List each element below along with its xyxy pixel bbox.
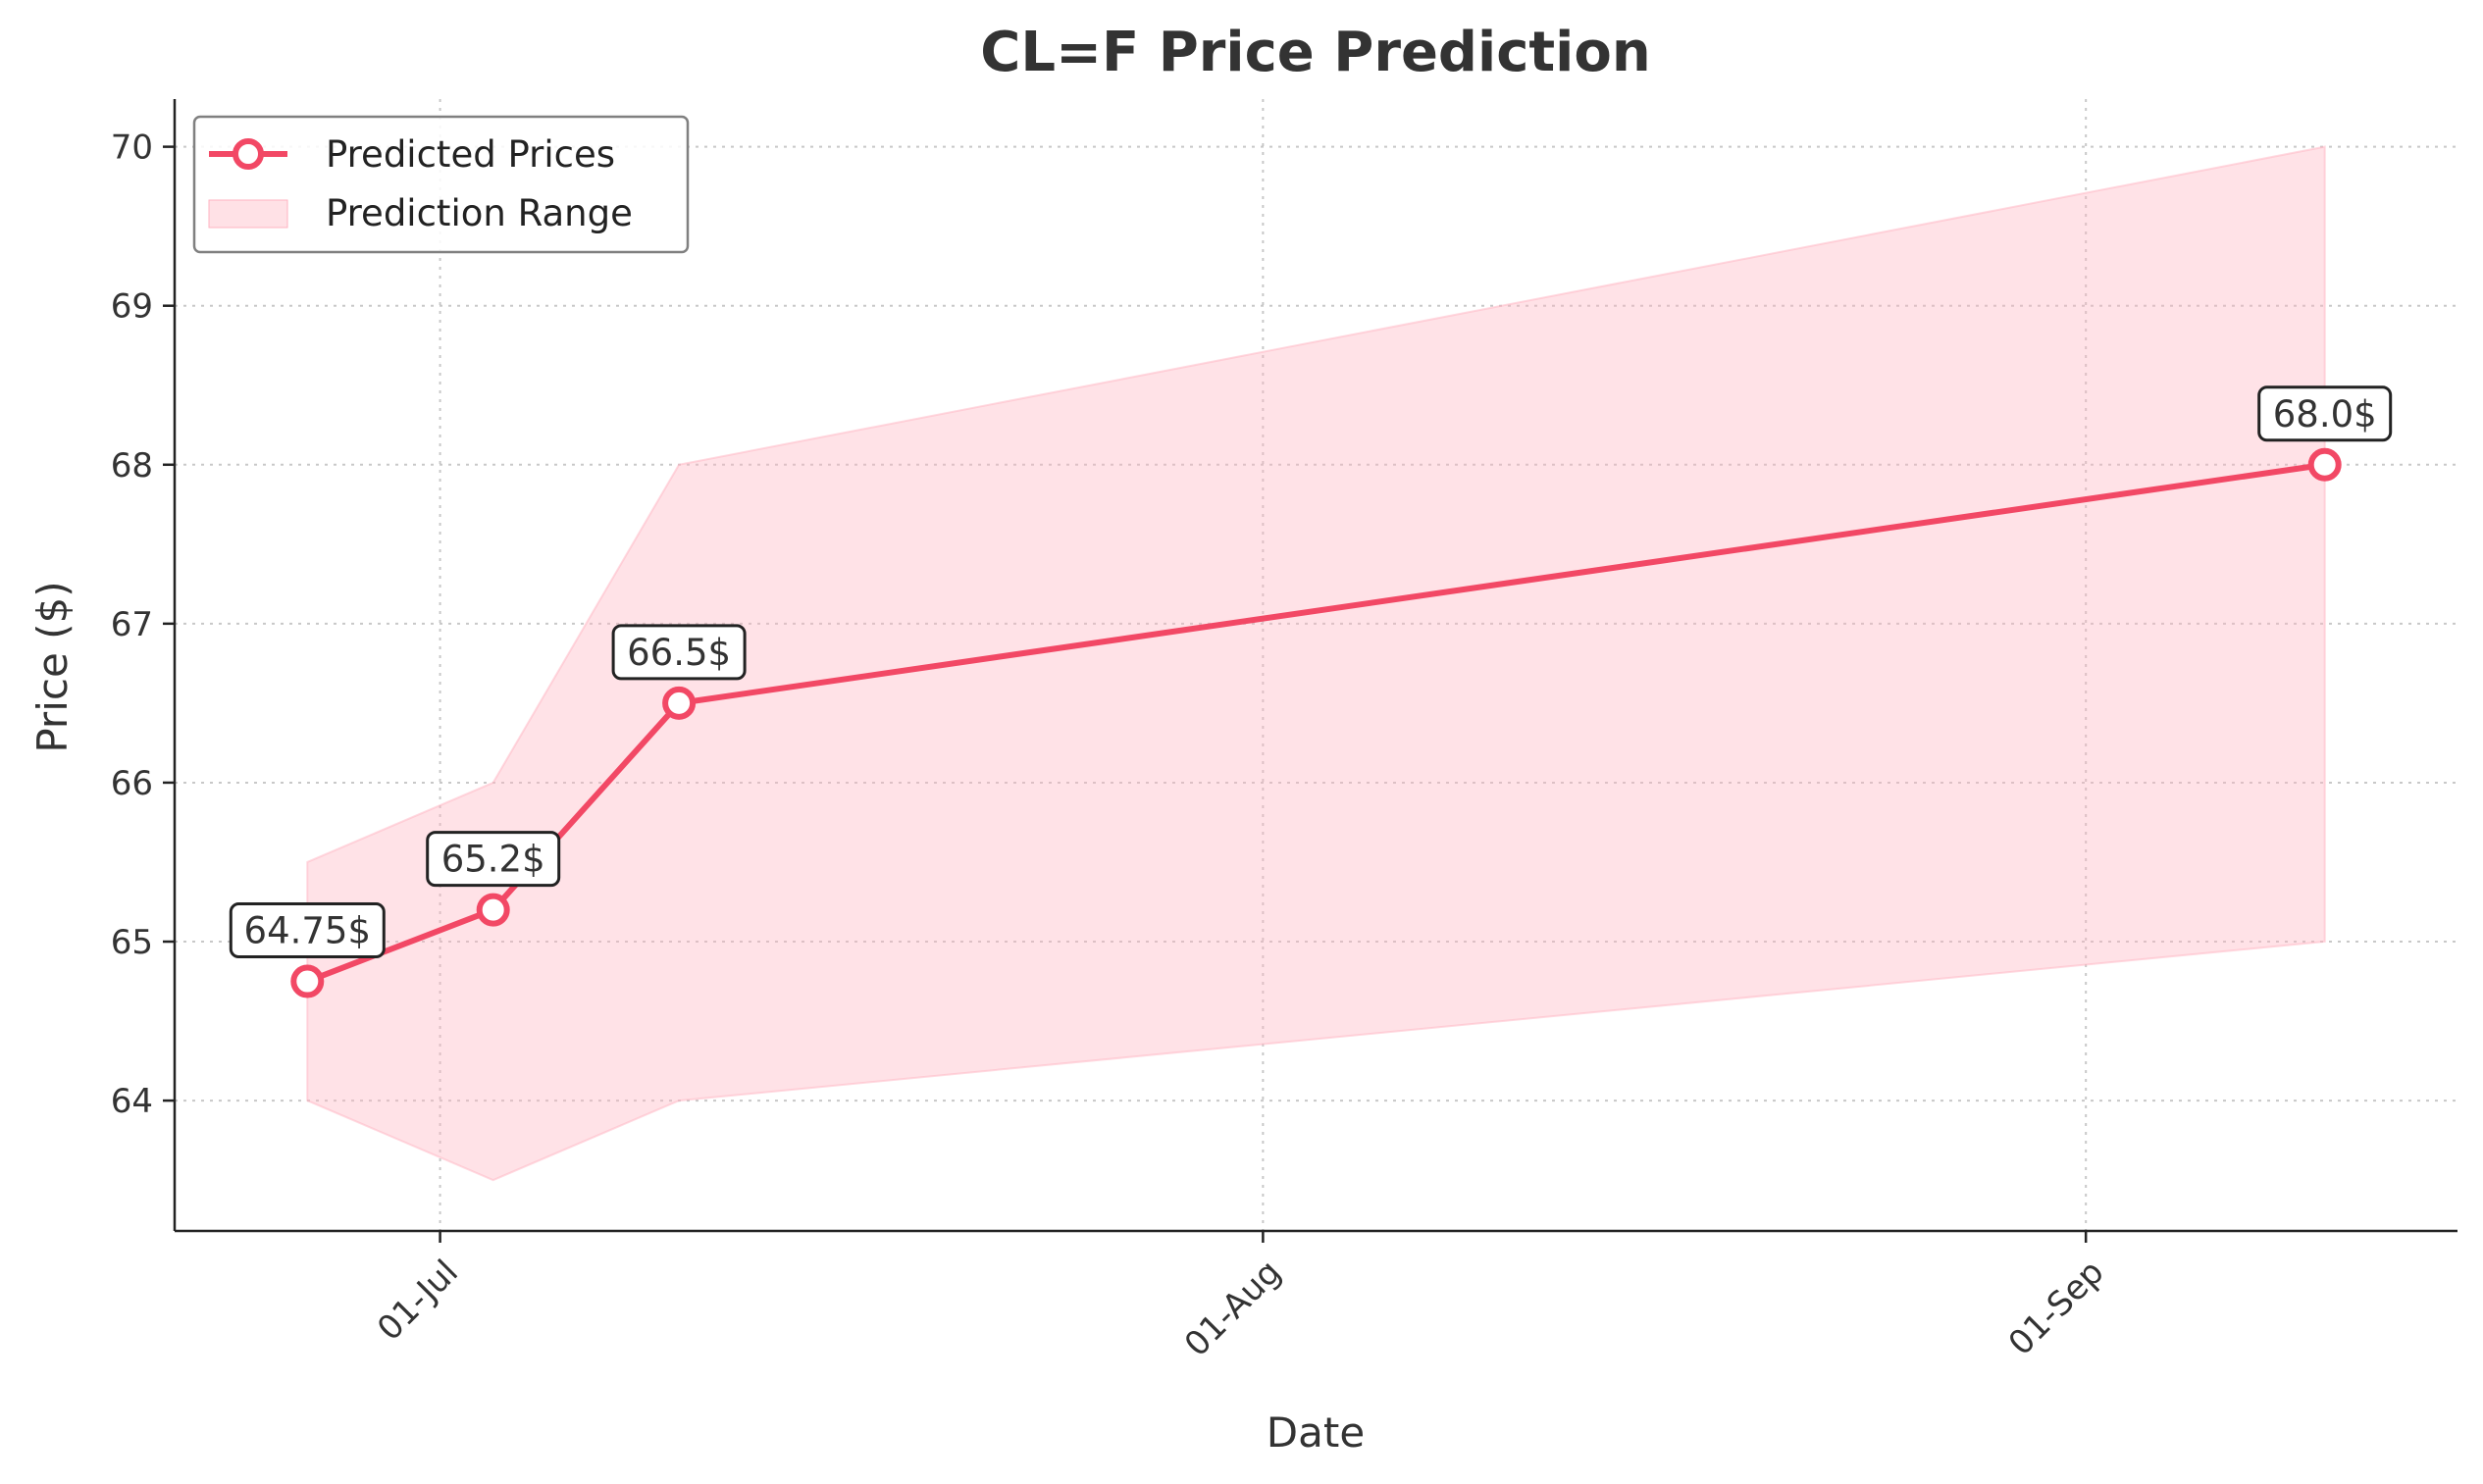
legend-label-prediction-range: Prediction Range xyxy=(326,192,633,234)
data-point-marker xyxy=(290,964,325,998)
y-tick-label: 69 xyxy=(111,287,153,327)
y-tick-label: 64 xyxy=(111,1082,153,1121)
data-label: 68.0$ xyxy=(2273,393,2377,435)
y-tick-label: 70 xyxy=(111,128,153,168)
data-label: 66.5$ xyxy=(627,632,731,674)
prediction-range-layer xyxy=(306,145,2326,1182)
data-point-marker xyxy=(662,686,697,720)
y-tick-label: 65 xyxy=(111,923,153,962)
data-label-box xyxy=(611,624,747,681)
prediction-range-band xyxy=(306,145,2326,1182)
x-axis-label: Date xyxy=(1267,1408,1365,1457)
y-tick-label: 68 xyxy=(111,446,153,486)
data-point-marker xyxy=(476,893,510,927)
predicted-prices-line xyxy=(304,461,2328,985)
legend: Predicted Prices Prediction Range xyxy=(192,115,690,254)
data-label-box xyxy=(229,902,386,959)
legend-frame xyxy=(192,115,690,254)
grid-lines xyxy=(175,99,2457,1231)
y-tick-label: 66 xyxy=(111,764,153,803)
data-label-box xyxy=(2257,385,2393,442)
data-label-box xyxy=(426,831,561,888)
data-point-markers xyxy=(290,447,2342,998)
y-tick-label: 67 xyxy=(111,605,153,644)
data-point-marker xyxy=(2307,447,2342,482)
legend-label-predicted-prices: Predicted Prices xyxy=(326,133,615,176)
data-labels: 64.75$ 65.2$ 66.5$ 68.0$ xyxy=(229,385,2393,959)
y-axis-label: Price ($) xyxy=(28,581,77,752)
y-axis-ticks: 64 65 66 67 68 69 70 xyxy=(111,128,175,1121)
legend-swatch-prediction-range xyxy=(208,199,288,229)
chart-title: CL=F Price Prediction xyxy=(980,21,1650,84)
predicted-prices-layer xyxy=(304,461,2328,985)
data-label: 65.2$ xyxy=(441,839,545,881)
legend-marker-predicted-prices xyxy=(233,138,264,170)
data-label: 64.75$ xyxy=(244,910,371,952)
